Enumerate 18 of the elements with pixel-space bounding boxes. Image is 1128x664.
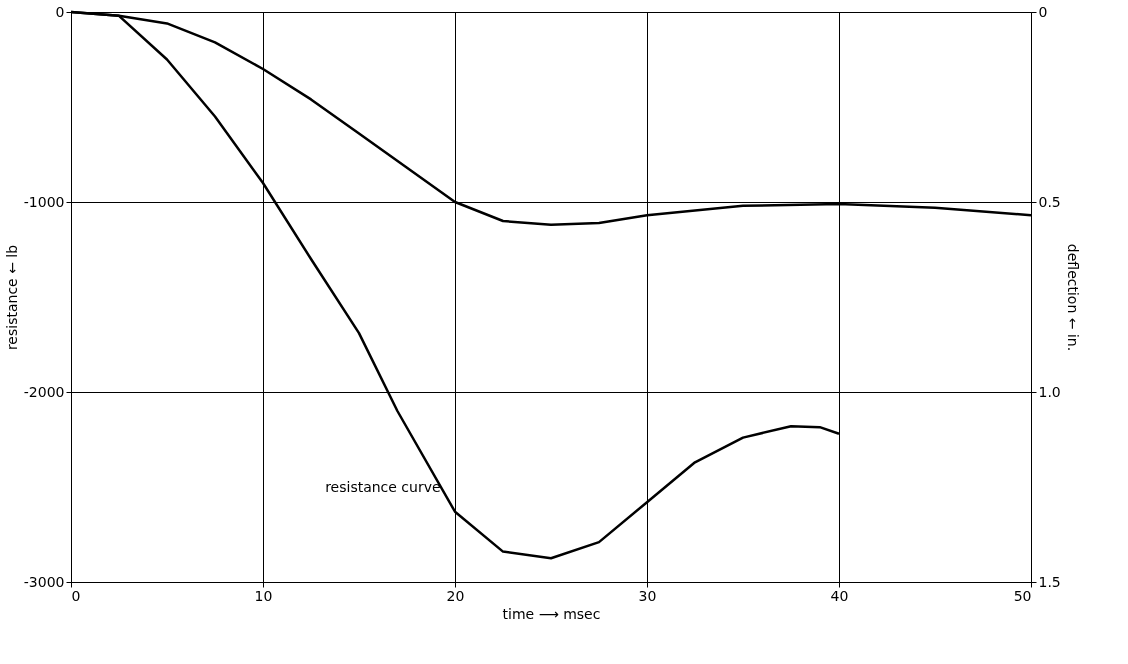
y-tick-label: -1000 xyxy=(23,193,65,210)
y2-tick-label: 1.0 xyxy=(1038,383,1061,400)
y-tick-label: 0 xyxy=(55,3,65,20)
y2-tick-label: 0.5 xyxy=(1038,193,1061,210)
annotation: resistance curve xyxy=(325,478,441,495)
y2-tick-label: 0 xyxy=(1038,3,1048,20)
y-tick-label: -2000 xyxy=(23,383,65,400)
x-tick-label: 0 xyxy=(71,587,81,604)
y-axis-title: resistance ← lb xyxy=(3,244,20,351)
y2-tick-label: 1.5 xyxy=(1038,573,1061,590)
y-tick-label: -3000 xyxy=(23,573,65,590)
x-tick-label: 40 xyxy=(830,587,849,604)
x-tick-label: 50 xyxy=(1013,587,1032,604)
x-axis-title: time ⟶ msec xyxy=(502,605,601,622)
x-tick-label: 20 xyxy=(446,587,465,604)
x-tick-label: 30 xyxy=(638,587,657,604)
x-tick-label: 10 xyxy=(254,587,273,604)
y2-axis-title: deflection ← in. xyxy=(1064,243,1081,352)
